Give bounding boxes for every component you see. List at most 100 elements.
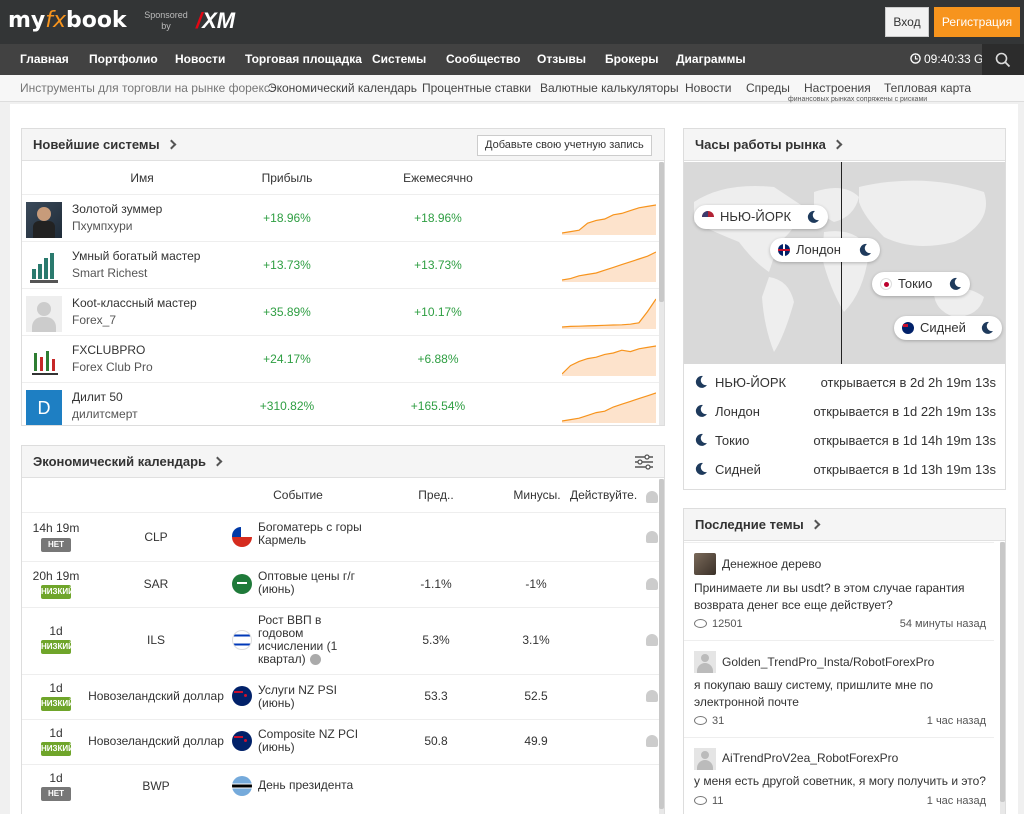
system-name[interactable]: FXCLUBPRO	[72, 343, 146, 357]
map-pill-tokyo[interactable]: Токио	[872, 272, 970, 296]
bell-icon[interactable]	[646, 491, 658, 503]
system-name[interactable]: Koot-классный мастер	[72, 296, 197, 310]
topic-item[interactable]: AiTrendProV2ea_RobotForexPro у меня есть…	[684, 737, 994, 814]
growth-line	[562, 298, 656, 328]
system-row[interactable]: Koot-классный мастер Forex_7 +35.89% +10…	[22, 288, 663, 335]
topic-user[interactable]: AiTrendProV2ea_RobotForexPro	[722, 751, 899, 765]
system-avatar	[26, 343, 62, 379]
system-row[interactable]: FXCLUBPRO Forex Club Pro +24.17% +6.88%	[22, 335, 663, 382]
col-monthly: Ежемесячно	[403, 171, 473, 185]
system-row[interactable]: D Дилит 50 дилитсмерт +310.82% +165.54%	[22, 382, 663, 425]
calendar-row[interactable]: 1d НИЗКИЙ Новозеландский доллар Composit…	[22, 719, 663, 764]
systems-scrollbar[interactable]	[659, 162, 664, 425]
tool-heatmap[interactable]: Тепловая карта	[884, 81, 972, 95]
add-account-button[interactable]: Добавьте свою учетную запись	[477, 135, 652, 156]
tool-interest-rates[interactable]: Процентные ставки	[422, 81, 532, 95]
event-consensus: 3.1%	[522, 633, 550, 647]
nav-brokers[interactable]: Брокеры	[605, 52, 659, 66]
system-gain: +24.17%	[263, 352, 311, 366]
system-owner[interactable]: Forex_7	[72, 313, 117, 327]
tool-spreads[interactable]: Спреды	[746, 81, 790, 95]
system-monthly: +18.96%	[414, 211, 462, 225]
event-name[interactable]: Composite NZ PCI (июнь)	[258, 727, 359, 754]
topic-user[interactable]: Денежное дерево	[722, 557, 822, 571]
nav-systems[interactable]: Системы	[372, 52, 427, 66]
map-pill-london[interactable]: Лондон	[770, 238, 880, 262]
calendar-row[interactable]: 1d НЕТ BWP День президента	[22, 764, 663, 814]
event-name[interactable]: Рост ВВП в годовом исчислении (1 квартал…	[258, 613, 338, 666]
nav-news[interactable]: Новости	[175, 52, 226, 66]
info-icon[interactable]	[310, 654, 321, 665]
event-name[interactable]: Оптовые цены г/г (июнь)	[258, 569, 355, 596]
filter-settings-icon[interactable]	[634, 454, 654, 470]
event-name[interactable]: Услуги NZ PSI (июнь)	[258, 683, 337, 710]
market-hours-title[interactable]: Часы работы рынка	[695, 129, 843, 161]
calendar-header: Экономический календарь	[22, 446, 664, 478]
topic-text[interactable]: я покупаю вашу систему, пришлите мне по …	[694, 678, 933, 709]
event-time: 14h 19m	[32, 521, 80, 535]
impact-badge: НЕТ	[41, 538, 71, 552]
calendar-row[interactable]: 1d НИЗКИЙ Новозеландский доллар Услуги N…	[22, 674, 663, 719]
calendar-row[interactable]: 20h 19m НИЗКИЙ SAR Оптовые цены г/г (июн…	[22, 561, 663, 607]
topic-item[interactable]: Golden_TrendPro_Insta/RobotForexPro я по…	[684, 640, 994, 737]
system-name[interactable]: Золотой зуммер	[72, 202, 163, 216]
growth-area	[562, 205, 656, 235]
moon-icon	[695, 433, 707, 446]
tool-news[interactable]: Новости	[685, 81, 732, 95]
system-growth-chart	[562, 251, 656, 282]
systems-scroll-thumb[interactable]	[659, 162, 664, 302]
nav-community[interactable]: Сообщество	[446, 52, 521, 66]
chevron-right-icon	[166, 139, 177, 150]
calendar-scroll-thumb[interactable]	[659, 479, 664, 809]
event-name[interactable]: День президента	[258, 778, 354, 792]
system-name[interactable]: Умный богатый мастер	[72, 249, 201, 263]
topic-text[interactable]: у меня есть другой советник, я могу полу…	[694, 774, 986, 788]
topics-title[interactable]: Последние темы	[695, 509, 821, 541]
newest-systems-title[interactable]: Новейшие системы	[33, 129, 177, 161]
bell-icon[interactable]	[646, 690, 658, 702]
topic-text[interactable]: Принимаете ли вы usdt? в этом случае гар…	[694, 581, 965, 612]
market-name: Токио	[715, 433, 750, 448]
map-pill-new-york[interactable]: НЬЮ-ЙОРК	[694, 205, 828, 229]
system-name[interactable]: Дилит 50	[72, 390, 123, 404]
calendar-title[interactable]: Экономический календарь	[33, 446, 223, 478]
nav-home[interactable]: Главная	[20, 52, 69, 66]
bell-icon[interactable]	[646, 578, 658, 590]
xm-logo[interactable]: /XM	[196, 8, 236, 33]
topics-scroll-thumb[interactable]	[1000, 542, 1005, 802]
login-button[interactable]: Вход	[885, 7, 929, 37]
market-name: Сидней	[715, 462, 761, 477]
nav-marketplace[interactable]: Торговая площадка	[245, 52, 362, 66]
myfxbook-logo[interactable]: myfxbook	[8, 8, 127, 33]
system-owner[interactable]: Smart Richest	[72, 266, 148, 280]
calendar-scrollbar[interactable]	[659, 479, 664, 814]
topic-item[interactable]: Денежное дерево Принимаете ли вы usdt? в…	[684, 542, 994, 640]
system-owner[interactable]: Forex Club Pro	[72, 360, 153, 374]
bell-icon[interactable]	[646, 735, 658, 747]
nav-portfolio[interactable]: Портфолио	[89, 52, 158, 66]
topic-user[interactable]: Golden_TrendPro_Insta/RobotForexPro	[722, 655, 935, 669]
growth-area	[562, 299, 656, 329]
event-name[interactable]: Богоматерь с горы Кармель	[258, 520, 362, 547]
system-row[interactable]: Золотой зуммер Пхумпхури +18.96% +18.96%	[22, 194, 663, 241]
chevron-right-icon	[810, 519, 821, 530]
system-owner[interactable]: дилитсмерт	[72, 407, 138, 421]
bell-icon[interactable]	[646, 634, 658, 646]
tool-sentiment[interactable]: Настроения	[804, 81, 871, 95]
search-button[interactable]	[982, 44, 1024, 75]
bell-icon[interactable]	[646, 531, 658, 543]
topics-scrollbar[interactable]	[1000, 542, 1005, 814]
tool-calculators[interactable]: Валютные калькуляторы	[540, 81, 679, 95]
system-row[interactable]: Умный богатый мастер Smart Richest +13.7…	[22, 241, 663, 288]
col-consensus: Минусы.	[513, 488, 561, 502]
calendar-row[interactable]: 1d НИЗКИЙ ILS Рост ВВП в годовом исчисле…	[22, 607, 663, 674]
map-pill-sydney[interactable]: Сидней	[894, 316, 1002, 340]
register-button[interactable]: Регистрация	[934, 7, 1020, 37]
tool-economic-calendar[interactable]: Экономический календарь	[268, 81, 417, 95]
topics-header: Последние темы	[684, 509, 1005, 541]
system-owner[interactable]: Пхумпхури	[72, 219, 133, 233]
nav-reviews[interactable]: Отзывы	[537, 52, 587, 66]
calendar-row[interactable]: 14h 19m НЕТ CLP Богоматерь с горы Кармел…	[22, 512, 663, 561]
economic-calendar-card: Экономический календарь Событие Пред.. М…	[21, 445, 665, 814]
nav-charts[interactable]: Диаграммы	[676, 52, 746, 66]
